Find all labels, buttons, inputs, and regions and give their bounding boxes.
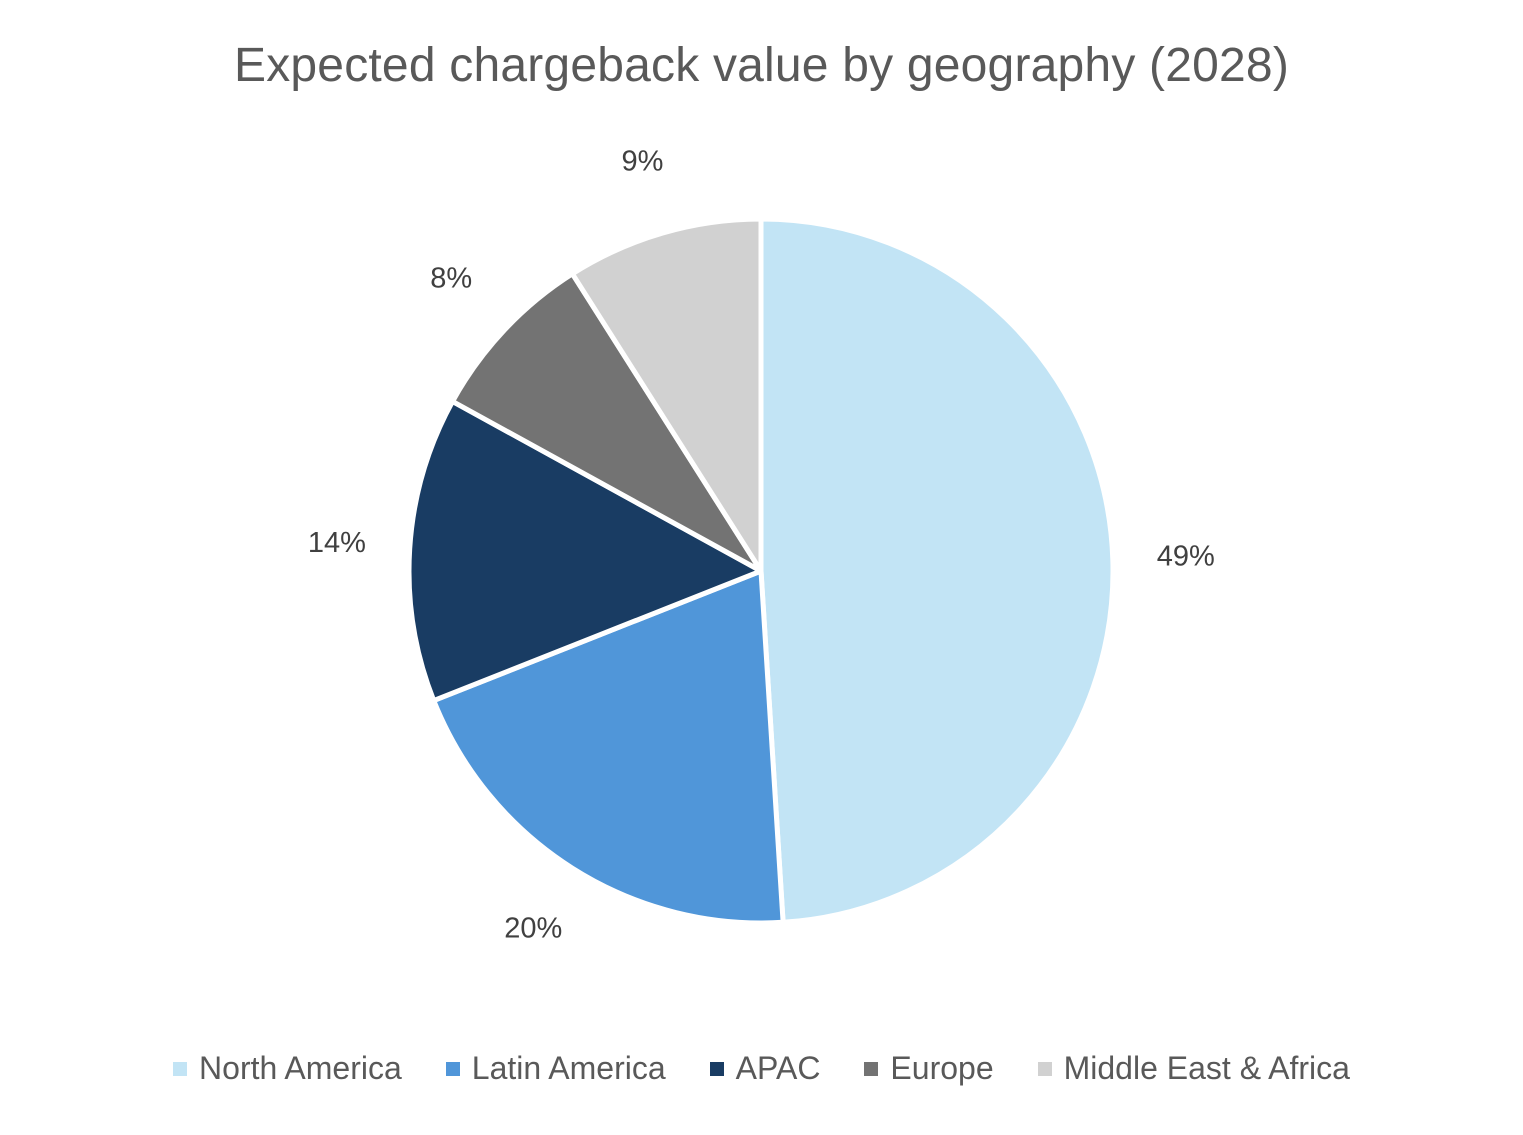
pie-slice-north-america	[758, 216, 1116, 925]
pie-slice-latin-america	[431, 568, 786, 926]
chart-legend: North America Latin America APAC Europe …	[0, 1050, 1523, 1087]
data-label-latin-america: 20%	[504, 912, 562, 944]
legend-swatch	[864, 1061, 879, 1076]
legend-item-europe: Europe	[864, 1050, 994, 1087]
legend-item-latin-america: Latin America	[445, 1050, 666, 1087]
legend-swatch	[709, 1061, 724, 1076]
data-label-middle-east-africa: 9%	[621, 146, 663, 178]
legend-label: North America	[199, 1050, 402, 1086]
legend-label: Middle East & Africa	[1063, 1050, 1350, 1086]
data-label-apac: 14%	[308, 527, 366, 559]
legend-item-middle-east-africa: Middle East & Africa	[1037, 1050, 1350, 1087]
pie-slice-europe	[450, 271, 764, 574]
legend-label: Latin America	[471, 1050, 666, 1086]
legend-label: Europe	[890, 1050, 994, 1086]
legend-swatch	[1037, 1061, 1052, 1076]
legend-item-apac: APAC	[709, 1050, 821, 1087]
data-label-north-america: 49%	[1157, 540, 1215, 572]
legend-swatch	[173, 1061, 188, 1076]
legend-swatch	[445, 1061, 460, 1076]
legend-label: APAC	[735, 1050, 821, 1086]
data-label-europe: 8%	[430, 263, 472, 295]
pie-slice-middle-east-africa	[569, 216, 764, 574]
pie-slice-apac	[406, 398, 764, 704]
chart-title: Expected chargeback value by geography (…	[233, 39, 1289, 92]
legend-item-north-america: North America	[173, 1050, 402, 1087]
